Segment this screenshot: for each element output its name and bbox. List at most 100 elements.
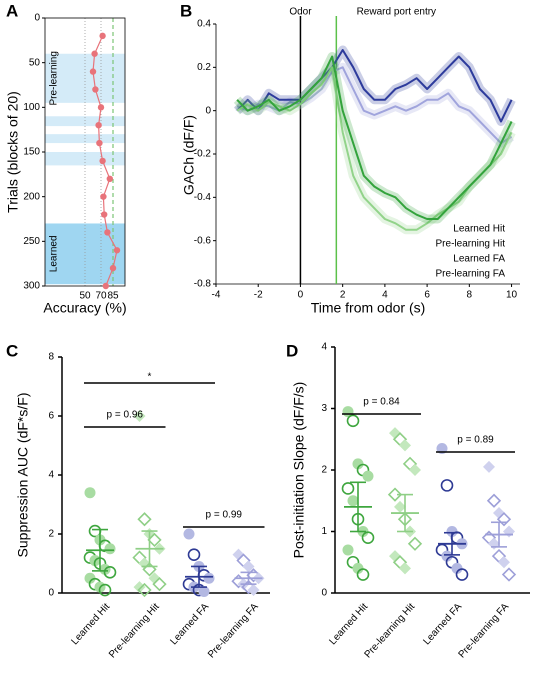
panel-letter: D [286, 341, 298, 360]
comparison-label: p = 0.99 [206, 510, 243, 521]
category-label: Pre-learning Hit [107, 601, 162, 660]
x-tick-label: 2 [340, 290, 346, 301]
comparison-label: p = 0.96 [107, 410, 144, 421]
y-axis-title: Trials (blocks of 20) [5, 91, 21, 213]
data-point [446, 526, 458, 537]
y-tick-label: 100 [23, 102, 40, 113]
shaded-band [45, 116, 125, 127]
data-point [187, 548, 201, 561]
x-tick-label: 10 [506, 290, 518, 301]
y-tick-label: 3 [321, 403, 327, 414]
y-tick-label: 2 [321, 465, 327, 476]
data-point [142, 562, 157, 577]
band-label: Pre-learning [49, 51, 60, 105]
x-tick-label: 8 [467, 290, 473, 301]
y-tick-label: 0.2 [197, 62, 211, 73]
data-point [242, 560, 255, 573]
accuracy-point [92, 86, 99, 93]
y-tick-label: 0.4 [197, 19, 211, 30]
y-tick-label: 200 [23, 191, 40, 202]
data-point [104, 543, 116, 555]
accuracy-point [95, 122, 102, 129]
x-tick-label: -4 [212, 290, 221, 301]
data-point [399, 562, 411, 575]
series-line [236, 55, 513, 220]
data-point [247, 584, 260, 597]
accuracy-point [104, 229, 111, 236]
legend-entry: Learned Hit [453, 224, 505, 235]
shaded-band [45, 223, 125, 285]
accuracy-point [106, 175, 114, 182]
data-point [98, 583, 112, 597]
series-line [236, 49, 513, 123]
y-tick-label: -0.6 [194, 235, 212, 246]
y-tick-label: 0 [205, 105, 211, 116]
y-tick-label: -0.4 [194, 192, 212, 203]
category-label: Learned Hit [327, 601, 370, 647]
y-axis-title: Post-initiation Slope (dF/F/s) [291, 382, 307, 559]
series-band [234, 62, 516, 235]
data-point [399, 439, 411, 452]
accuracy-point [91, 50, 98, 57]
data-point [394, 500, 406, 513]
y-tick-label: 50 [29, 57, 41, 68]
x-tick-label: 6 [424, 290, 430, 301]
series-band [233, 52, 516, 224]
data-point [147, 532, 162, 548]
data-point [137, 512, 152, 527]
accuracy-point [100, 193, 107, 200]
comparison-label: * [148, 372, 152, 383]
data-point [356, 568, 370, 581]
event-label: Odor [289, 7, 312, 18]
data-point [137, 582, 152, 598]
y-tick-label: 6 [48, 411, 54, 422]
x-tick-label: 70 [95, 291, 107, 302]
data-point [347, 495, 359, 507]
accuracy-point [89, 68, 97, 75]
data-point [498, 556, 510, 569]
data-point [133, 581, 146, 594]
data-point [362, 470, 374, 482]
category-label: Pre-learning FA [206, 601, 261, 660]
category-label: Learned FA [168, 601, 211, 647]
x-axis-title: Accuracy (%) [43, 300, 126, 316]
data-point [441, 550, 453, 562]
data-point [501, 567, 517, 582]
data-point [483, 460, 495, 473]
data-point [451, 562, 463, 574]
accuracy-point [99, 157, 106, 165]
comparison-label: p = 0.89 [457, 435, 494, 446]
y-tick-label: 1 [321, 526, 327, 537]
plot-frame [44, 17, 126, 287]
y-tick-label: 2 [48, 529, 54, 540]
data-point [103, 566, 117, 579]
accuracy-point [101, 211, 108, 218]
data-point [440, 479, 454, 492]
x-tick-label: 85 [107, 291, 119, 302]
y-axis-title: Suppression AUC (dF*s/F) [15, 393, 31, 558]
legend-entry: Pre-learning Hit [436, 239, 506, 250]
data-point [198, 586, 210, 598]
data-point [352, 562, 364, 574]
data-point [152, 577, 167, 592]
band-label: Learned [49, 235, 60, 272]
data-point [84, 572, 96, 584]
accuracy-point [99, 32, 106, 40]
data-point [436, 442, 448, 454]
data-point [387, 487, 403, 502]
category-label: Learned FA [421, 601, 464, 647]
legend-entry: Pre-learning FA [436, 269, 506, 280]
event-label: Reward port entry [357, 7, 436, 18]
data-point [486, 493, 502, 508]
y-tick-label: 4 [48, 470, 54, 481]
comparison-label: p = 0.84 [363, 397, 400, 408]
category-label: Pre-learning Hit [363, 601, 418, 660]
x-tick-label: 4 [382, 290, 388, 301]
panel-letter: C [6, 341, 18, 360]
data-point [503, 525, 515, 538]
legend-entry: Learned FA [453, 254, 505, 265]
y-tick-label: 300 [23, 281, 40, 292]
accuracy-point [109, 264, 117, 272]
y-axis-title: GACh (dF/F) [181, 115, 197, 195]
